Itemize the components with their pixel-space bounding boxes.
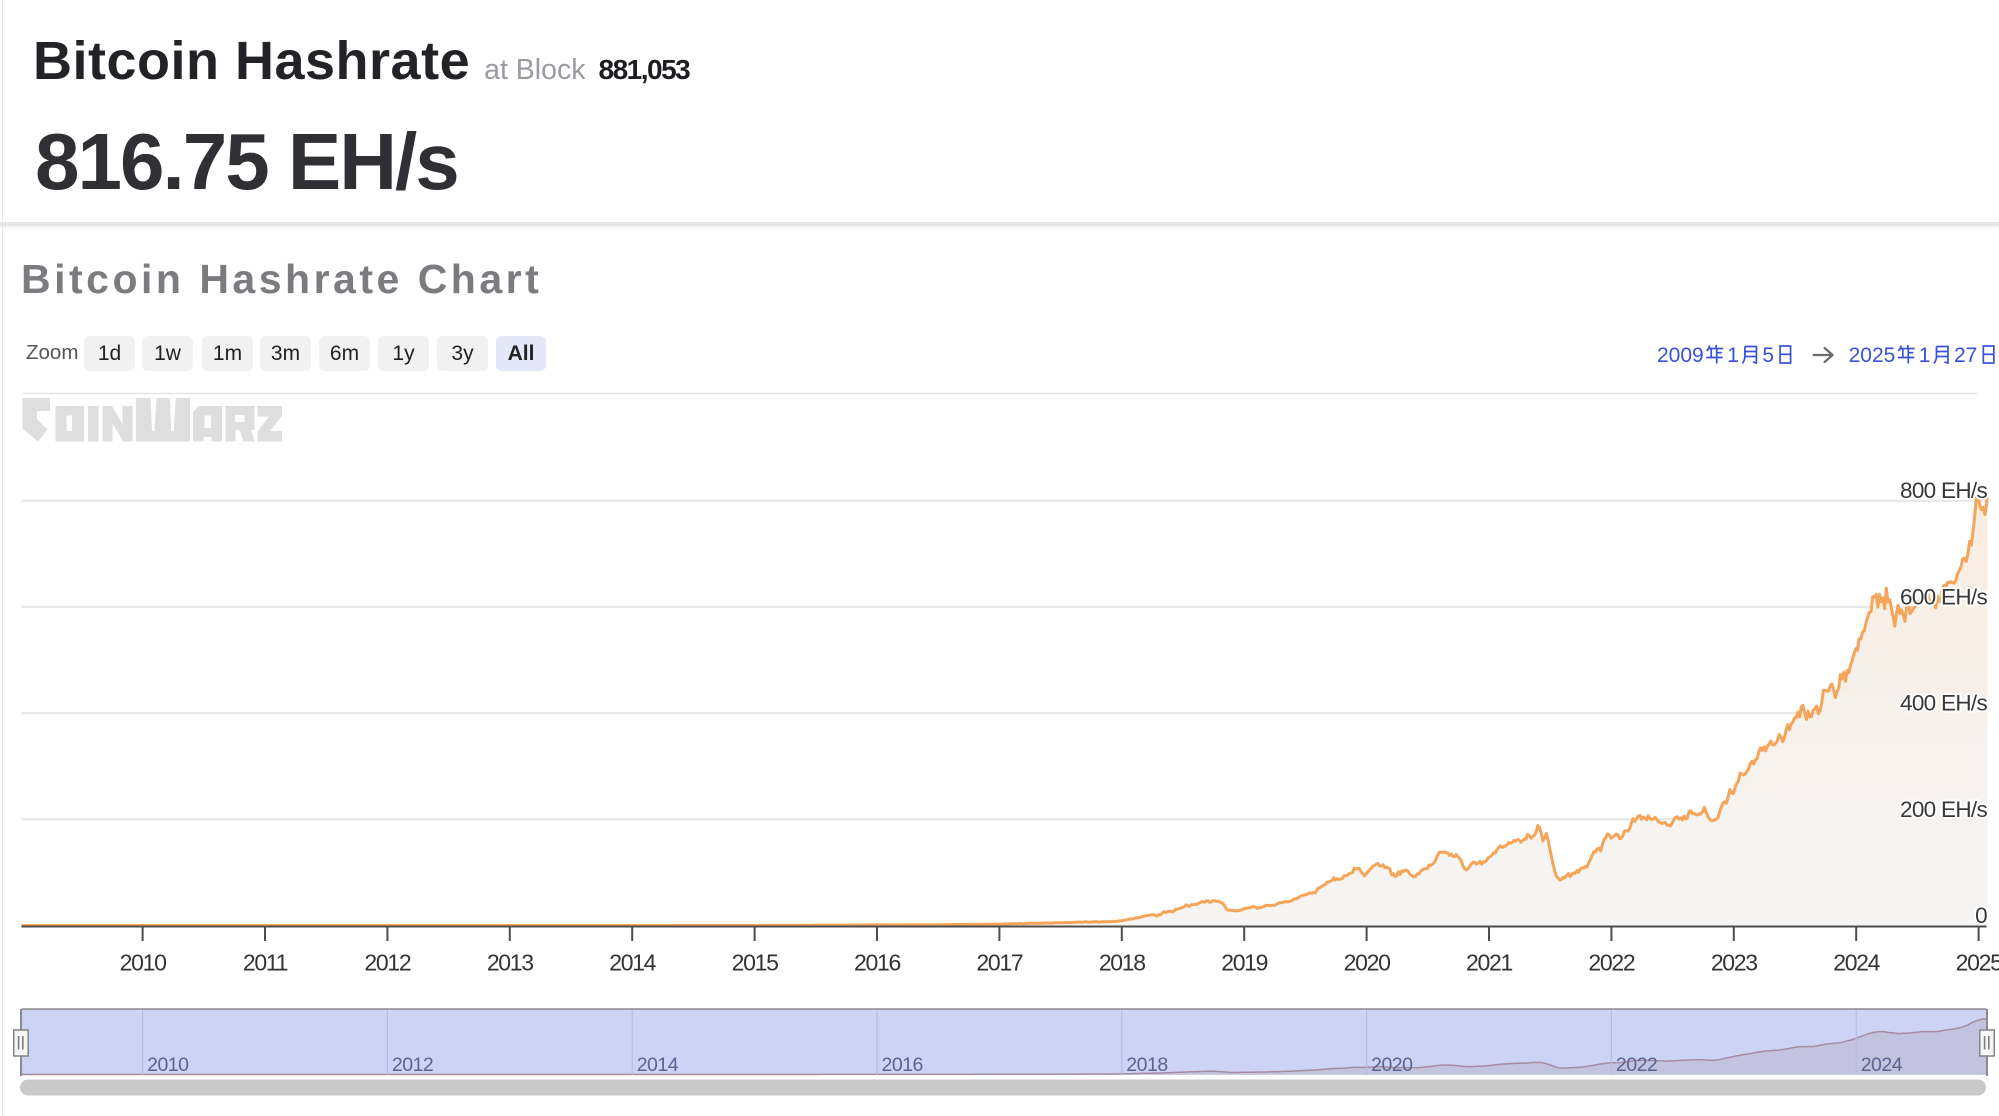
svg-text:2021: 2021 <box>1466 950 1512 976</box>
svg-text:2025: 2025 <box>1849 344 1896 367</box>
svg-text:2010: 2010 <box>120 950 166 976</box>
svg-text:0: 0 <box>1975 903 1987 928</box>
svg-text:2010: 2010 <box>147 1054 189 1076</box>
svg-text:2020: 2020 <box>1371 1054 1413 1076</box>
svg-text:27: 27 <box>1954 344 1977 367</box>
svg-text:2024: 2024 <box>1833 950 1880 976</box>
svg-text:2009: 2009 <box>1657 344 1704 367</box>
svg-text:2022: 2022 <box>1616 1054 1657 1076</box>
svg-text:1: 1 <box>1919 344 1931 367</box>
svg-text:2018: 2018 <box>1099 950 1145 976</box>
svg-text:2012: 2012 <box>364 950 410 976</box>
svg-text:2014: 2014 <box>609 950 656 976</box>
svg-text:2023: 2023 <box>1711 950 1757 976</box>
svg-text:2017: 2017 <box>976 950 1022 976</box>
svg-text:2011: 2011 <box>243 950 288 976</box>
svg-text:400 EH/s: 400 EH/s <box>1900 691 1987 716</box>
svg-text:5: 5 <box>1762 344 1774 367</box>
svg-text:2014: 2014 <box>637 1054 679 1076</box>
svg-text:2019: 2019 <box>1221 950 1267 976</box>
svg-text:1: 1 <box>1727 344 1739 367</box>
svg-text:2022: 2022 <box>1588 950 1634 976</box>
svg-text:2018: 2018 <box>1126 1054 1167 1076</box>
svg-text:2025: 2025 <box>1956 950 1999 976</box>
svg-text:2012: 2012 <box>392 1054 433 1076</box>
svg-text:2024: 2024 <box>1861 1054 1903 1076</box>
svg-text:2015: 2015 <box>732 950 778 976</box>
svg-text:2016: 2016 <box>882 1054 923 1076</box>
svg-text:600 EH/s: 600 EH/s <box>1900 584 1987 609</box>
svg-text:200 EH/s: 200 EH/s <box>1900 797 1987 822</box>
svg-text:2016: 2016 <box>854 950 900 976</box>
svg-text:2013: 2013 <box>487 950 533 976</box>
svg-text:800 EH/s: 800 EH/s <box>1900 478 1987 503</box>
svg-text:2020: 2020 <box>1344 950 1390 976</box>
